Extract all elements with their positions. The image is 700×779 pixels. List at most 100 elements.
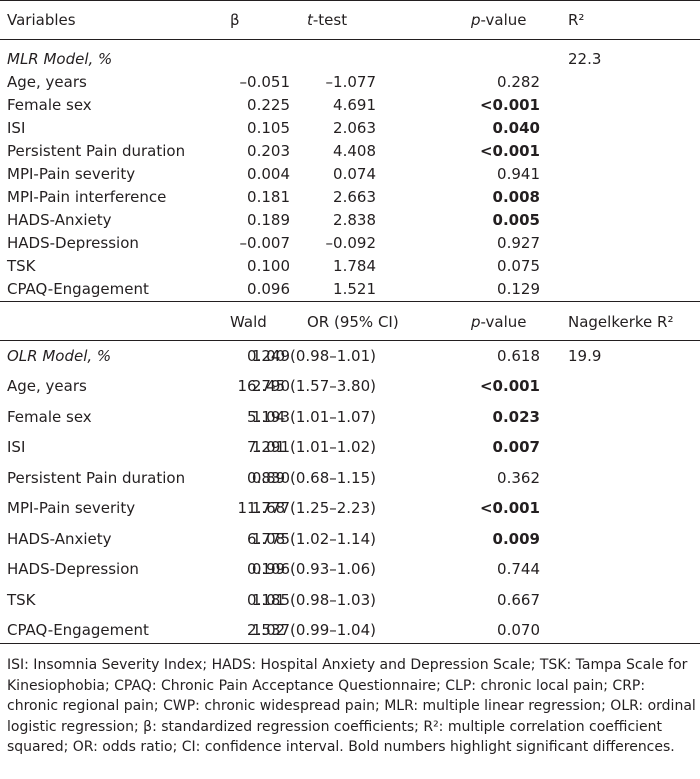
header-r2: R² (568, 11, 585, 29)
bottom-rule (0, 643, 700, 644)
t-test-value: 1.784 (333, 257, 376, 275)
wald-value: 16.790 (237, 377, 291, 395)
header-nagelkerke-r2: Nagelkerke R² (568, 313, 674, 331)
beta-value: –0.051 (239, 73, 290, 91)
table-footnote: ISI: Insomnia Severity Index; HADS: Hosp… (7, 657, 696, 755)
variable-name: ISI (7, 438, 26, 456)
header-rule-2 (0, 340, 700, 341)
beta-value: 0.100 (247, 257, 290, 275)
header-row-1: Variables β t-test p-value R² (0, 9, 700, 31)
beta-value: 0.189 (247, 211, 290, 229)
t-test-value: 4.408 (333, 142, 376, 160)
beta-value: 0.004 (247, 165, 290, 183)
table-row: ISI 0.105 2.063 0.040 (0, 117, 700, 139)
t-test-value: 2.838 (333, 211, 376, 229)
p-value: 0.667 (497, 590, 540, 609)
header-t-test: t-test (307, 11, 348, 29)
variable-name: Age, years (7, 377, 87, 395)
variable-name: Persistent Pain duration (7, 142, 186, 160)
table-row: Age, years –0.051 –1.077 0.282 (0, 71, 700, 93)
wald-value: 6.775 (247, 529, 290, 548)
header-or-ci: OR (95% CI) (307, 313, 399, 331)
olr-title-row: OLR Model, % 0.249 1.00 (0.98–1.01) 0.61… (0, 345, 700, 367)
variable-name: MPI-Pain severity (7, 165, 136, 183)
variable-name: Persistent Pain duration (7, 468, 186, 487)
p-value: 0.941 (497, 165, 540, 183)
beta-value: 0.181 (247, 188, 290, 206)
table-row: MPI-Pain severity 11.777 1.68 (1.25–2.23) <… (0, 497, 700, 519)
p-value: 0.070 (497, 621, 540, 639)
variable-name: MPI-Pain severity (7, 499, 136, 517)
variable-name: HADS-Depression (7, 560, 139, 578)
header-p-value-2: p-value (471, 313, 527, 331)
odds-ratio-ci: 1.01 (1.01–1.02) (251, 438, 376, 456)
odds-ratio-ci: 1.04 (1.01–1.07) (251, 407, 376, 426)
beta-value: 0.225 (247, 96, 290, 114)
table-row: Age, years 16.790 2.45 (1.57–3.80) <0.001 (0, 375, 700, 397)
p-value: 0.362 (497, 468, 540, 487)
p-value: <0.001 (479, 377, 540, 395)
t-test-value: –1.077 (325, 73, 376, 91)
table-row: HADS-Depression –0.007 –0.092 0.927 (0, 232, 700, 254)
variable-name: HADS-Anxiety (7, 529, 112, 548)
variable-name: TSK (7, 257, 36, 275)
variable-name: CPAQ-Engagement (7, 280, 149, 298)
mlr-model-title: MLR Model, % (7, 50, 113, 68)
wald-value: 11.777 (237, 499, 291, 517)
variable-name: HADS-Depression (7, 234, 139, 252)
olr-title-or: 1.00 (0.98–1.01) (251, 347, 376, 365)
top-rule (0, 0, 700, 1)
p-value: 0.007 (492, 438, 540, 456)
odds-ratio-ci: 1.01 (0.98–1.03) (251, 590, 376, 609)
odds-ratio-ci: 1.08 (1.02–1.14) (251, 529, 376, 548)
t-test-value: 2.063 (333, 119, 376, 137)
t-test-value: 2.663 (333, 188, 376, 206)
odds-ratio-ci: 1.68 (1.25–2.23) (251, 499, 376, 517)
table-row: Persistent Pain duration 0.830 0.89 (0.68–… (0, 467, 700, 489)
table-row: TSK 0.185 1.01 (0.98–1.03) 0.667 (0, 589, 700, 611)
table-row: Persistent Pain duration 0.203 4.408 <0.001 (0, 140, 700, 162)
olr-title-p: 0.618 (497, 347, 540, 365)
odds-ratio-ci: 0.89 (0.68–1.15) (251, 468, 376, 487)
wald-value: 2.537 (247, 621, 290, 639)
p-value: 0.040 (492, 119, 540, 137)
t-test-value: 0.074 (333, 165, 376, 183)
variable-name: Female sex (7, 96, 92, 114)
olr-title-wald: 0.249 (247, 347, 290, 365)
table-row: Female sex 5.193 1.04 (1.01–1.07) 0.023 (0, 406, 700, 428)
beta-value: 0.105 (247, 119, 290, 137)
header-wald: Wald (230, 313, 267, 331)
variable-name: MPI-Pain interference (7, 188, 167, 206)
variable-name: HADS-Anxiety (7, 211, 112, 229)
table-row: HADS-Anxiety 6.775 1.08 (1.02–1.14) 0.009 (0, 528, 700, 550)
p-value: <0.001 (479, 142, 540, 160)
odds-ratio-ci: 1.02 (0.99–1.04) (251, 621, 376, 639)
mlr-title-row: MLR Model, % 22.3 (0, 48, 700, 70)
beta-value: 0.096 (247, 280, 290, 298)
odds-ratio-ci: 2.45 (1.57–3.80) (251, 377, 376, 395)
p-value: <0.001 (479, 96, 540, 114)
olr-model-title: OLR Model, % (7, 347, 112, 365)
p-value: <0.001 (479, 499, 540, 517)
t-test-value: 4.691 (333, 96, 376, 114)
table-row: HADS-Depression 0.106 0.99 (0.93–1.06) 0.74… (0, 558, 700, 580)
wald-value: 0.185 (247, 590, 290, 609)
p-value: 0.023 (492, 407, 540, 426)
table-row: ISI 7.291 1.01 (1.01–1.02) 0.007 (0, 436, 700, 458)
mlr-r2: 22.3 (568, 50, 602, 68)
beta-value: –0.007 (239, 234, 290, 252)
table-row: MPI-Pain interference 0.181 2.663 0.008 (0, 186, 700, 208)
mid-rule-1 (0, 301, 700, 302)
header-p-value: p-value (471, 11, 527, 29)
t-test-value: –0.092 (325, 234, 376, 252)
wald-value: 5.193 (247, 407, 290, 426)
variable-name: Female sex (7, 407, 92, 426)
wald-value: 0.830 (247, 468, 290, 487)
table-row: CPAQ-Engagement 2.537 1.02 (0.99–1.04) 0.07… (0, 619, 700, 641)
p-value: 0.744 (497, 560, 540, 578)
header-rule-1 (0, 39, 700, 40)
wald-value: 0.106 (247, 560, 290, 578)
p-value: 0.008 (492, 188, 540, 206)
p-value: 0.129 (497, 280, 540, 298)
table-row: HADS-Anxiety 0.189 2.838 0.005 (0, 209, 700, 231)
